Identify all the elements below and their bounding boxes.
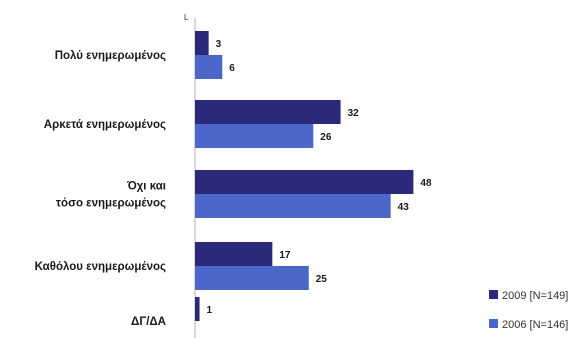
data-label: 26: [320, 132, 332, 143]
legend: 2009 [N=149] 2006 [N=146]: [489, 290, 568, 331]
axis-mark: L: [184, 13, 189, 22]
data-label: 17: [279, 250, 291, 261]
data-label: 32: [348, 108, 360, 119]
legend-swatch-0: [489, 290, 498, 299]
bar-0-2: [195, 170, 414, 194]
data-label: 48: [420, 178, 432, 189]
bar-0-1: [195, 100, 341, 124]
bar-0-3: [195, 242, 273, 266]
category-label: Όχι και: [126, 181, 166, 193]
legend-label: 2009 [N=149]: [502, 290, 568, 302]
legend-label: 2006 [N=146]: [502, 319, 568, 331]
bar-1-0: [195, 55, 223, 79]
category-label: τόσο ενημερωμένος: [56, 198, 166, 210]
bar-0-4: [195, 297, 200, 321]
bar-1-3: [195, 266, 309, 290]
category-label: Αρκετά ενημερωμένος: [44, 119, 166, 131]
bars: 3 32 48 17 1 6 26 43 25: [195, 31, 432, 321]
category-label: Πολύ ενημερωμένος: [55, 50, 166, 62]
legend-swatch-1: [489, 319, 498, 328]
bar-1-1: [195, 124, 314, 148]
bar-0-0: [195, 31, 209, 55]
category-label: Καθόλου ενημερωμένος: [35, 261, 166, 273]
bar-1-2: [195, 194, 391, 218]
data-label: 6: [229, 63, 235, 74]
data-label: 43: [398, 202, 410, 213]
data-label: 25: [316, 274, 328, 285]
category-labels: Πολύ ενημερωμένος Αρκετά ενημερωμένος Όχι …: [35, 50, 166, 328]
category-label: ΔΓ/ΔΑ: [131, 316, 166, 328]
data-label: 3: [216, 39, 222, 50]
data-label: 1: [207, 305, 213, 316]
